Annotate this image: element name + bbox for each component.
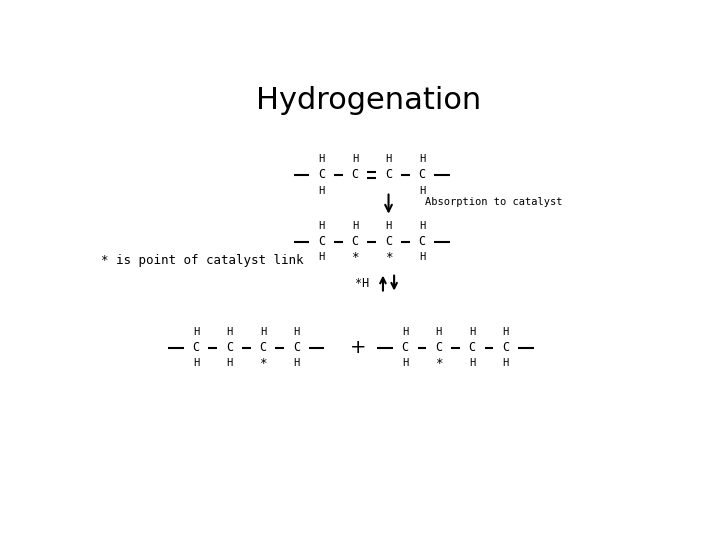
Text: +: + [350, 338, 366, 357]
Text: *: * [384, 251, 392, 264]
Text: *H: *H [355, 276, 369, 289]
Text: H: H [419, 252, 425, 262]
Text: H: H [226, 327, 233, 337]
Text: C: C [402, 341, 409, 354]
Text: C: C [385, 168, 392, 181]
Text: Absorption to catalyst: Absorption to catalyst [425, 197, 562, 207]
Text: *: * [351, 251, 359, 264]
Text: H: H [419, 186, 425, 196]
Text: H: H [318, 221, 325, 231]
Text: H: H [419, 221, 425, 231]
Text: H: H [318, 186, 325, 196]
Text: H: H [469, 359, 475, 368]
Text: C: C [385, 235, 392, 248]
Text: C: C [351, 168, 359, 181]
Text: H: H [293, 359, 300, 368]
Text: Hydrogenation: Hydrogenation [256, 85, 482, 114]
Text: H: H [318, 154, 325, 164]
Text: H: H [402, 359, 408, 368]
Text: C: C [192, 341, 199, 354]
Text: H: H [352, 154, 358, 164]
Text: H: H [402, 327, 408, 337]
Text: C: C [259, 341, 266, 354]
Text: C: C [226, 341, 233, 354]
Text: H: H [260, 327, 266, 337]
Text: C: C [318, 235, 325, 248]
Text: H: H [318, 252, 325, 262]
Text: H: H [385, 154, 392, 164]
Text: H: H [193, 359, 199, 368]
Text: H: H [419, 154, 425, 164]
Text: C: C [318, 168, 325, 181]
Text: C: C [351, 235, 359, 248]
Text: C: C [293, 341, 300, 354]
Text: C: C [502, 341, 509, 354]
Text: H: H [293, 327, 300, 337]
Text: H: H [385, 221, 392, 231]
Text: * is point of catalyst link: * is point of catalyst link [101, 254, 304, 267]
Text: H: H [352, 221, 358, 231]
Text: *: * [259, 357, 266, 370]
Text: H: H [503, 359, 509, 368]
Text: C: C [418, 168, 426, 181]
Text: C: C [418, 235, 426, 248]
Text: H: H [193, 327, 199, 337]
Text: H: H [436, 327, 442, 337]
Text: H: H [503, 327, 509, 337]
Text: H: H [469, 327, 475, 337]
Text: C: C [435, 341, 442, 354]
Text: C: C [469, 341, 476, 354]
Text: H: H [226, 359, 233, 368]
Text: *: * [435, 357, 443, 370]
